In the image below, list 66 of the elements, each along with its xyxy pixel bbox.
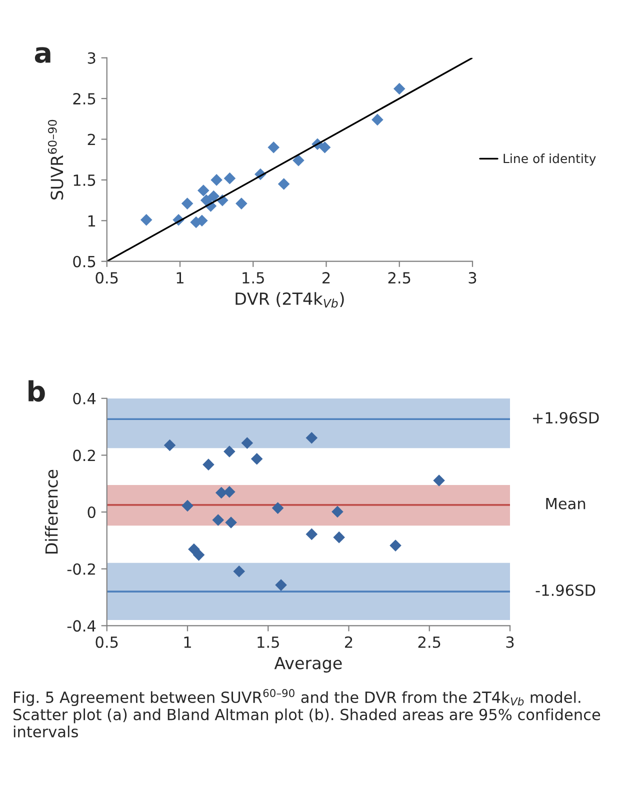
point <box>268 141 280 154</box>
y-tick-label: 2.5 <box>73 92 96 105</box>
x-tick-label: 1.5 <box>258 636 279 648</box>
point <box>233 566 245 578</box>
ref-line-label: +1.96SD <box>533 412 599 424</box>
x-axis-title: DVR (2T4k$_{Vb}$) <box>236 292 344 308</box>
y-tick-label: 0.5 <box>73 256 96 268</box>
point <box>224 486 236 498</box>
caption: Fig. 5 Agreement between SUVR$^{60–90}$ and the DVR from the 2T4k$_{Vb}$ model. Scatter plot (a) and Bland Altman plot (b). Shaded areas are 95% confidence intervals <box>14 689 600 738</box>
y-tick-label: 0.2 <box>73 450 95 462</box>
x-tick-label: 2 <box>322 272 330 284</box>
x-tick-label: 3 <box>468 272 476 284</box>
y-axis-title: Difference <box>44 470 58 554</box>
x-tick-label: 1 <box>184 636 191 648</box>
point <box>372 114 384 126</box>
y-axis-title: SUVR$^{60–90}$ <box>48 120 64 200</box>
x-tick-label: 2.5 <box>388 272 410 284</box>
x-tick-label: 2 <box>345 636 352 648</box>
point <box>306 432 318 444</box>
point <box>278 178 290 190</box>
point <box>212 514 224 526</box>
legend-label: Line of identity <box>504 154 596 166</box>
x-tick-label: 1.5 <box>242 272 264 284</box>
point <box>306 528 318 540</box>
point <box>224 446 236 458</box>
x-tick-label: 0.5 <box>96 636 118 648</box>
point <box>224 172 236 184</box>
point <box>208 190 220 202</box>
x-tick-label: 3 <box>506 636 514 648</box>
point <box>182 500 194 512</box>
ref-line-label: -1.96SD <box>536 584 596 596</box>
point <box>275 579 287 591</box>
chart-title: b <box>28 380 45 402</box>
point <box>225 516 237 528</box>
y-tick-label: 1 <box>88 215 96 226</box>
point <box>433 474 445 486</box>
x-tick-label: 0.5 <box>96 272 118 284</box>
point <box>210 174 222 186</box>
point <box>202 458 214 470</box>
point <box>198 184 210 196</box>
chart-title: a <box>34 47 50 64</box>
y-tick-label: 0.4 <box>73 392 96 404</box>
point <box>241 437 254 449</box>
point <box>192 549 205 561</box>
point <box>292 154 304 166</box>
y-tick-label: -0.4 <box>67 620 96 632</box>
point <box>164 439 176 452</box>
point <box>333 531 345 544</box>
y-tick-label: 3 <box>88 52 96 64</box>
x-tick-label: 1 <box>176 272 184 284</box>
ref-line-label: Mean <box>546 498 586 510</box>
point <box>236 198 248 210</box>
point <box>250 453 263 465</box>
x-tick-label: 2.5 <box>418 636 440 648</box>
y-tick-label: -0.2 <box>67 563 95 575</box>
point <box>318 141 331 154</box>
point <box>390 540 402 552</box>
point <box>140 214 152 226</box>
x-axis-title: Average <box>274 656 342 673</box>
point <box>332 506 344 518</box>
point <box>181 198 194 210</box>
y-tick-label: 0 <box>88 506 96 518</box>
point <box>272 502 284 514</box>
y-tick-label: 2 <box>88 134 95 146</box>
point <box>393 82 406 95</box>
y-tick-label: 1.5 <box>74 174 96 186</box>
